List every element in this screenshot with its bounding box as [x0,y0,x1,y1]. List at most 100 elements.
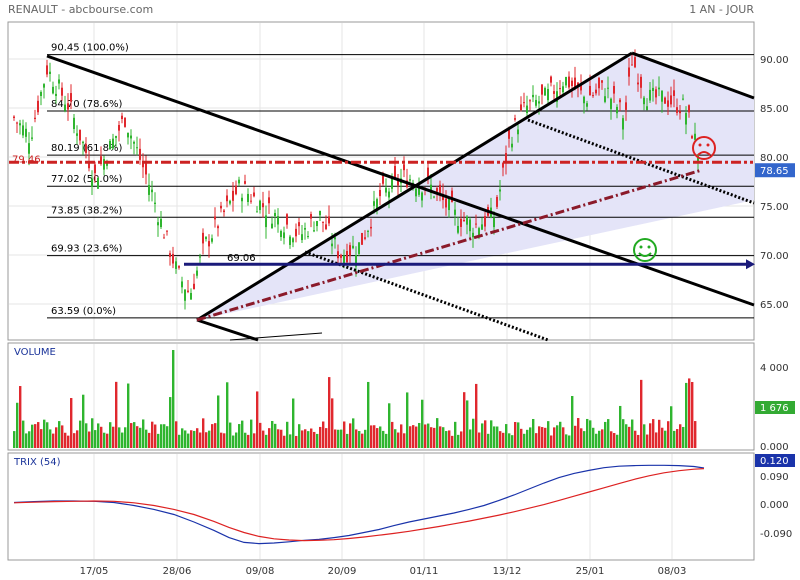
candle-body [85,144,87,153]
volume-bar [28,431,31,448]
candle-body [337,251,339,259]
volume-bar [358,431,361,448]
volume-bar [223,433,226,448]
candle-body [439,184,441,194]
candle-body [94,164,96,174]
trix-grid [93,454,673,559]
candle-body [64,104,66,111]
candle-body [211,238,213,242]
volume-bar [445,431,448,448]
volume-bar [679,424,682,448]
candle-body [571,80,573,86]
candle-body [118,124,120,131]
candle-body [493,218,495,228]
candle-body [433,196,435,198]
candle-body [250,200,252,202]
volume-bar [469,429,472,448]
volume-bar [619,405,622,448]
candle-body [349,245,351,256]
candle-body [643,97,645,105]
volume-bar [544,427,547,448]
volume-bar [157,433,160,448]
date-tick: 28/06 [163,566,192,577]
volume-bar [238,424,241,448]
volume-bar [25,433,28,448]
volume-bar [382,430,385,448]
volume-bar [439,426,442,448]
candle-body [454,209,456,215]
candle-body [484,216,486,227]
candle-body [550,76,552,83]
volume-bar [574,425,577,448]
volume-bar [442,427,445,448]
volume-bar [418,422,421,448]
volume-bar [187,433,190,448]
volume-bar [352,418,355,448]
candle-body [538,101,540,104]
candle-body [97,177,99,189]
candle-body [58,79,60,84]
candle-body [451,190,453,202]
volume-bar [466,400,469,448]
volume-bar [280,429,283,448]
date-tick: 20/09 [328,566,357,577]
candle-body [40,91,42,96]
volume-bar [97,423,100,448]
volume-bar [379,426,382,448]
candle-body [427,167,429,179]
volume-bar [295,435,298,448]
volume-last-badge [755,401,795,414]
volume-bar [535,433,538,448]
date-axis: 17/05 28/06 09/08 20/09 01/11 13/12 25/01 08/03 [80,566,687,577]
volume-bar [130,423,133,448]
volume-bar [472,418,475,448]
candle-body [601,80,603,83]
candle-body [598,77,600,89]
volume-bar [355,429,358,448]
candle-body [301,234,303,241]
candle-body [37,100,39,113]
volume-bar [115,381,118,448]
candle-body [409,179,411,181]
volume-bar [622,419,625,448]
candle-body [658,87,660,90]
candle-body [109,140,111,150]
candle-body [160,218,162,228]
volume-bar [235,432,238,448]
candle-body [463,219,465,221]
volume-bar [346,433,349,448]
volume-bar [178,434,181,448]
volume-bar [526,429,529,448]
candle-body [616,106,618,114]
candle-body [166,230,168,232]
volume-bar [376,428,379,448]
volume-bar [640,379,643,448]
candle-body [529,100,531,102]
candle-body [100,156,102,165]
volume-bar [145,429,148,448]
candle-body [169,253,171,257]
candle-body [184,289,186,301]
volume-bar [463,392,466,448]
trix-tick-0090: 0.090 [760,472,789,483]
candle-body [49,71,51,75]
volume-bar [481,423,484,448]
candle-body [358,242,360,254]
volume-bar [106,433,109,448]
volume-bar [520,428,523,448]
candle-body [28,143,30,154]
volume-bar [673,430,676,448]
date-tick: 25/01 [576,566,605,577]
volume-bar [325,428,328,448]
volume-bar [112,426,115,448]
candle-body [181,281,183,288]
trix-tick-neg0090: -0.090 [760,529,792,540]
volume-bar [37,422,40,448]
fib-label: 77.02 (50.0%) [51,174,122,185]
candle-body [190,292,192,300]
volume-bar [259,422,262,448]
candle-body [694,133,696,140]
volume-bar [457,434,460,448]
volume-bar [634,430,637,448]
candle-body [622,118,624,130]
